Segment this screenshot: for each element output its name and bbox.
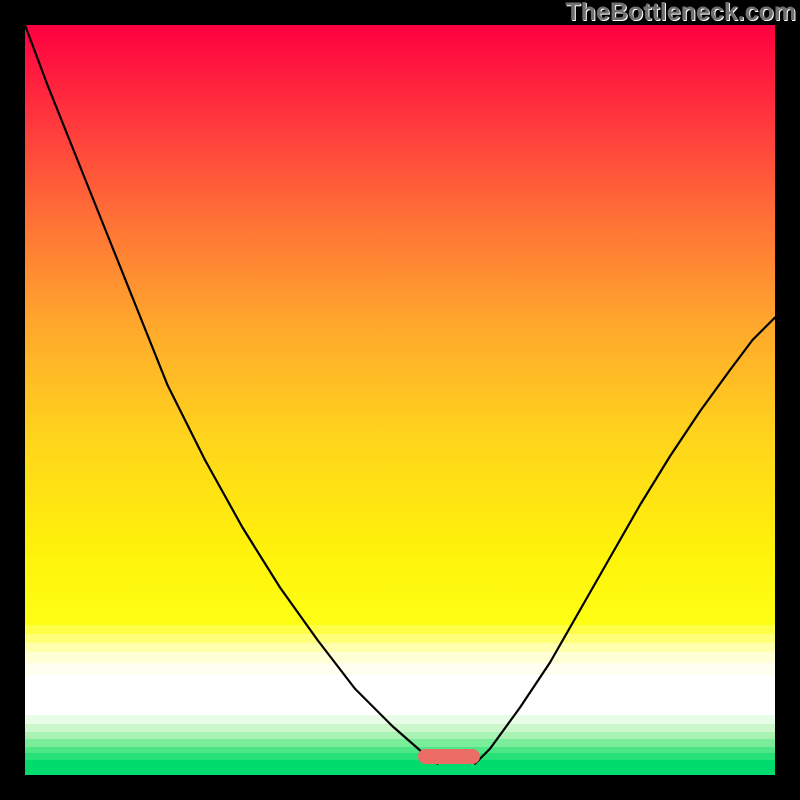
curves-overlay	[25, 25, 775, 775]
frame-border-left	[0, 0, 25, 800]
plot-area	[25, 25, 775, 775]
bottleneck-marker	[418, 749, 480, 764]
frame-border-right	[775, 0, 800, 800]
frame-border-bottom	[0, 775, 800, 800]
chart-frame: TheBottleneck.com	[0, 0, 800, 800]
frame-border-top	[0, 0, 800, 25]
